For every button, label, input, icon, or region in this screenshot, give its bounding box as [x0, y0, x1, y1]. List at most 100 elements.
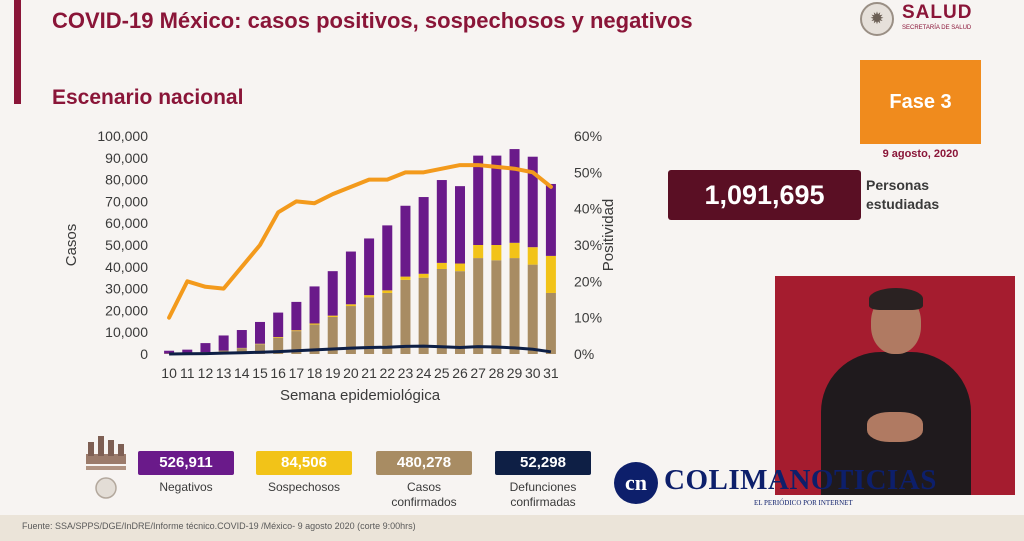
report-date: 9 agosto, 2020 [882, 148, 959, 160]
bar-sospechosos [400, 276, 411, 280]
x-tick-label: 26 [452, 365, 468, 381]
bar-sospechosos [382, 290, 393, 293]
bar-confirmados [327, 316, 338, 354]
bar-confirmados [455, 271, 465, 354]
x-tick-label: 15 [252, 365, 268, 381]
y-tick-label: 20,000 [105, 302, 148, 318]
bar-negativos [364, 238, 375, 296]
bar-confirmados [291, 331, 302, 354]
bar-negativos [291, 301, 302, 331]
x-axis-label: Semana epidemiológica [280, 387, 441, 404]
bar-confirmados [545, 292, 556, 354]
bar-confirmados [382, 292, 393, 354]
page-title: COVID-19 México: casos positivos, sospec… [52, 8, 693, 33]
bar-negativos [436, 180, 447, 263]
x-tick-label: 13 [216, 365, 232, 381]
bar-negativos [509, 149, 520, 243]
bar-confirmados [236, 348, 247, 354]
x-tick-label: 31 [543, 365, 559, 381]
y2-tick-label: 30% [574, 237, 602, 253]
y-tick-label: 50,000 [105, 237, 148, 253]
x-tick-label: 25 [434, 365, 450, 381]
bar-negativos [473, 155, 484, 245]
positividad-line [167, 163, 553, 320]
y2-tick-label: 50% [574, 164, 602, 180]
x-tick-label: 30 [525, 365, 541, 381]
x-tick-label: 10 [161, 365, 177, 381]
bar-confirmados [255, 344, 265, 354]
x-tick-label: 18 [307, 365, 323, 381]
y2-tick-label: 0% [574, 346, 594, 362]
bar-confirmados [418, 277, 429, 354]
bar-sospechosos [309, 323, 320, 325]
bar-sospechosos [491, 245, 502, 261]
bar-negativos [164, 350, 175, 354]
bar-confirmados [364, 297, 375, 354]
bar-negativos [273, 312, 284, 337]
fase-badge: Fase 3 [860, 60, 981, 144]
bar-confirmados [273, 337, 284, 354]
bar-sospechosos [455, 263, 465, 272]
x-tick-label: 28 [489, 365, 505, 381]
bar-confirmados [400, 279, 411, 354]
source-footer: Fuente: SSA/SPPS/DGE/InDRE/Informe técni… [0, 515, 1024, 541]
x-tick-label: 27 [470, 365, 486, 381]
bar-negativos [236, 330, 247, 348]
bar-confirmados [527, 264, 538, 354]
x-tick-label: 24 [416, 365, 432, 381]
bar-negativos [527, 156, 538, 248]
bar-negativos [309, 286, 320, 324]
bar-confirmados [473, 258, 484, 354]
x-tick-label: 14 [234, 365, 250, 381]
defunciones-value: 52,298 [495, 451, 591, 475]
y2-tick-label: 40% [574, 201, 602, 217]
confirmados-label: Casos confirmados [391, 480, 457, 509]
y-tick-label: 60,000 [105, 215, 148, 231]
x-tick-label: 20 [343, 365, 359, 381]
bar-sospechosos [291, 330, 302, 332]
sospechosos-label: Sospechosos [267, 480, 341, 494]
bar-confirmados [309, 324, 320, 354]
y-tick-label: 40,000 [105, 259, 148, 275]
negativos-value: 526,911 [138, 451, 234, 475]
y-tick-label: 90,000 [105, 150, 148, 166]
total-studied-label: Personas estudiadas [866, 176, 986, 214]
interpreter-hands [867, 412, 923, 442]
seal-icon: ✹ [860, 2, 894, 36]
y-tick-label: 0 [140, 346, 148, 362]
bar-sospechosos [436, 262, 447, 269]
y-tick-label: 10,000 [105, 324, 148, 340]
x-tick-label: 23 [398, 365, 414, 381]
bar-negativos [255, 321, 265, 344]
confirmados-value: 480,278 [376, 451, 472, 475]
defunciones-line [169, 344, 552, 356]
bar-sospechosos [327, 315, 338, 317]
y-tick-label: 100,000 [97, 128, 148, 144]
x-tick-label: 11 [180, 365, 195, 381]
brand-name: COLIMANOTICIAS [664, 464, 937, 496]
bar-sospechosos [473, 245, 484, 259]
bar-negativos [418, 197, 429, 274]
y2-tick-label: 60% [574, 128, 602, 144]
bar-negativos [182, 349, 193, 354]
negativos-label: Negativos [159, 480, 213, 494]
y2-tick-label: 10% [574, 310, 602, 326]
salud-logo: ✹ SALUD SECRETARÍA DE SALUD [860, 0, 984, 38]
x-tick-label: 17 [289, 365, 305, 381]
bar-negativos [400, 205, 411, 277]
x-tick-label: 12 [198, 365, 214, 381]
bar-confirmados [436, 268, 447, 354]
bar-negativos [200, 343, 211, 353]
x-tick-label: 19 [325, 365, 341, 381]
y-tick-label: 30,000 [105, 281, 148, 297]
x-tick-label: 29 [507, 365, 523, 381]
bar-sospechosos [527, 247, 538, 265]
x-tick-label: 16 [270, 365, 286, 381]
bar-confirmados [345, 306, 356, 354]
y-tick-label: 80,000 [105, 172, 148, 188]
bar-negativos [218, 335, 229, 351]
bar-confirmados [509, 258, 520, 354]
bar-negativos [345, 251, 356, 305]
interpreter-hair [869, 288, 923, 310]
y-tick-label: 70,000 [105, 193, 148, 209]
